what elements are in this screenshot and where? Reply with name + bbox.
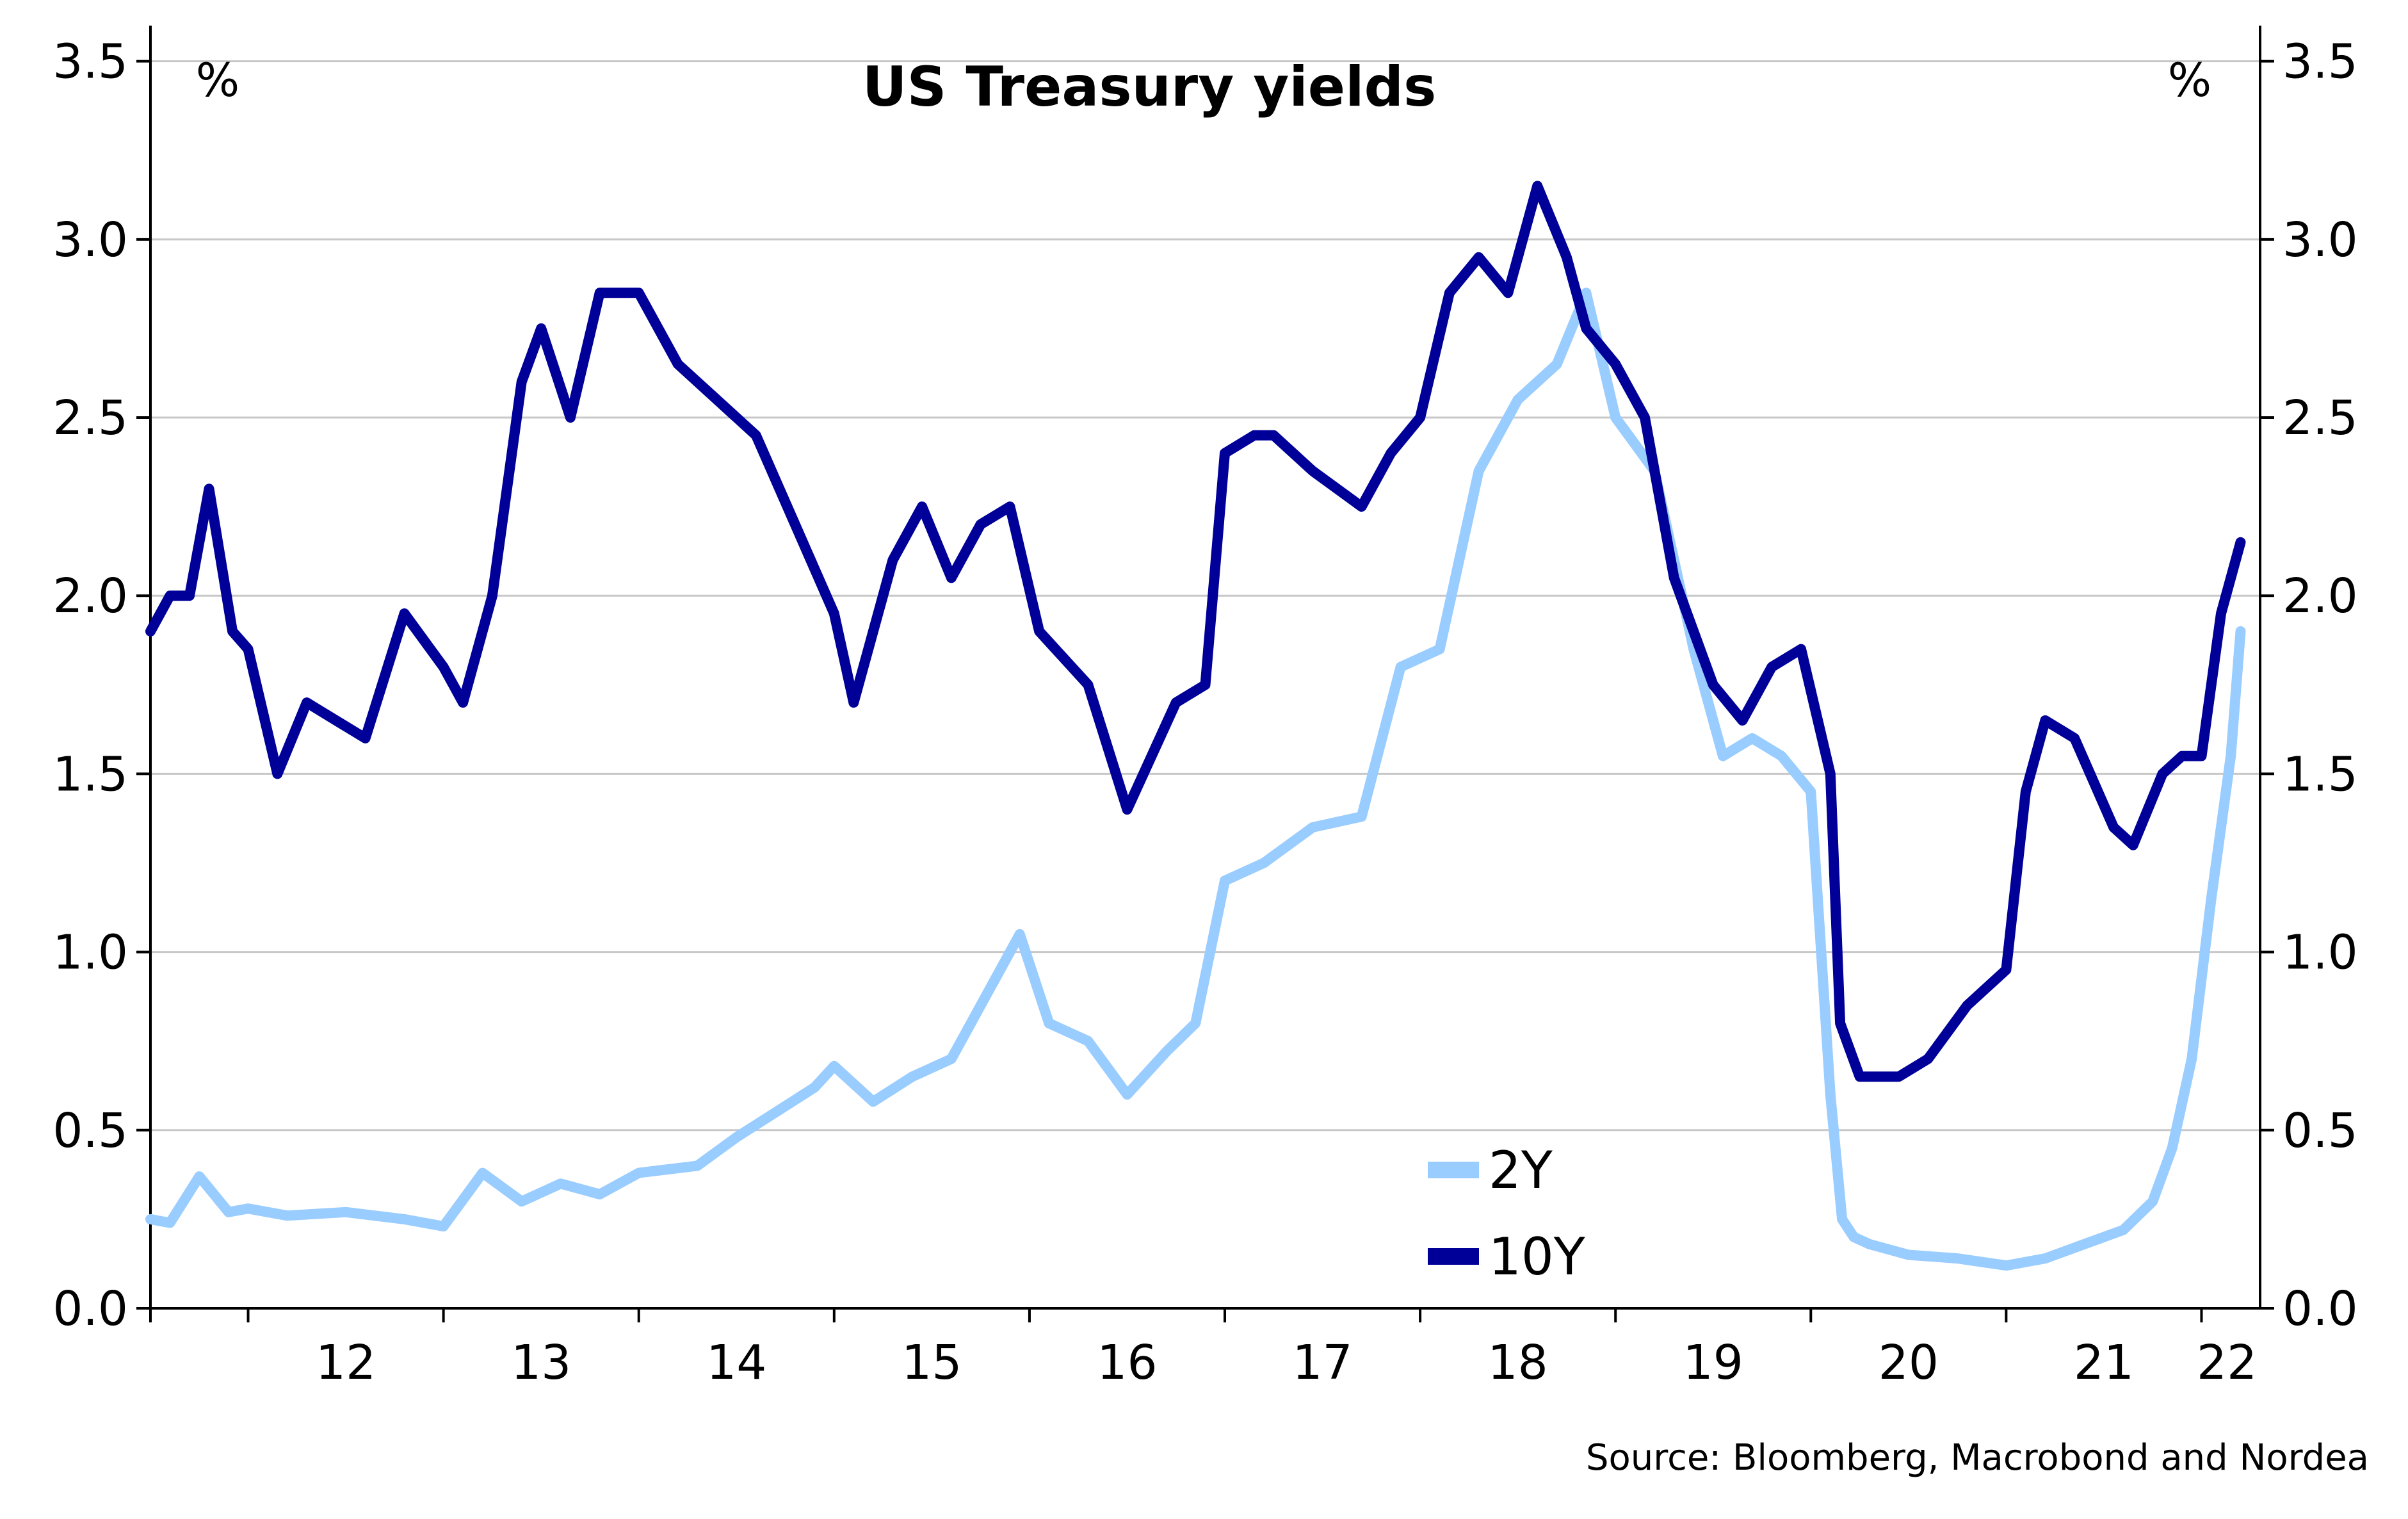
legend-label-2y: 2Y <box>1489 1141 1553 1200</box>
y-tick-label-left-2: 1.0 <box>53 925 128 980</box>
x-tick-label-1: 13 <box>511 1335 571 1390</box>
x-ticks: 12 13 14 15 16 17 18 19 20 21 22 <box>149 1308 2257 1390</box>
y-tick-label-right-1: 0.5 <box>2283 1103 2358 1158</box>
y-tick-label-left-1: 0.5 <box>53 1103 128 1158</box>
chart-title: US Treasury yields <box>862 55 1437 119</box>
y-tick-label-left-0: 0.0 <box>53 1281 128 1336</box>
y-tick-label-left-7: 3.5 <box>53 35 128 90</box>
x-tick-label-2: 14 <box>706 1335 766 1390</box>
right-unit-label: % <box>2168 53 2211 107</box>
source-note: Source: Bloomberg, Macrobond and Nordea <box>1586 1437 2369 1479</box>
x-tick-label-8: 20 <box>1879 1335 1939 1390</box>
x-tick-label-9: 21 <box>2074 1335 2134 1390</box>
x-tick-label-7: 19 <box>1683 1335 1743 1390</box>
x-tick-label-6: 18 <box>1488 1335 1548 1390</box>
x-tick-label-4: 16 <box>1097 1335 1157 1390</box>
x-tick-label-10: 22 <box>2197 1335 2257 1390</box>
x-tick-label-5: 17 <box>1292 1335 1352 1390</box>
legend-label-10y: 10Y <box>1489 1227 1586 1287</box>
series-line-10y <box>145 181 2246 1082</box>
y-tick-label-right-5: 2.5 <box>2283 391 2358 446</box>
gridlines <box>150 60 2260 1132</box>
y-tick-label-left-6: 3.0 <box>53 213 128 268</box>
y-ticks: 0.0 0.0 0.5 0.5 1.0 1.0 1.5 1.5 2.0 2.0 2.5 2.5 3.0 3… <box>53 35 2357 1336</box>
y-tick-label-right-6: 3.0 <box>2283 213 2358 268</box>
y-tick-label-right-3: 1.5 <box>2283 747 2358 802</box>
x-tick-label-3: 15 <box>901 1335 962 1390</box>
legend: 2Y 10Y <box>1428 1141 1586 1287</box>
y-tick-label-right-0: 0.0 <box>2283 1281 2358 1336</box>
series-line-2y <box>145 288 2246 1271</box>
y-tick-label-left-5: 2.5 <box>53 391 128 446</box>
x-tick-label-0: 12 <box>316 1335 376 1390</box>
y-tick-label-right-7: 3.5 <box>2283 35 2358 90</box>
y-tick-label-right-4: 2.0 <box>2283 569 2358 624</box>
y-tick-label-left-4: 2.0 <box>53 569 128 624</box>
left-unit-label: % <box>196 53 239 107</box>
y-tick-label-left-3: 1.5 <box>53 747 128 802</box>
series-lines <box>145 181 2246 1271</box>
y-tick-label-right-2: 1.0 <box>2283 925 2358 980</box>
